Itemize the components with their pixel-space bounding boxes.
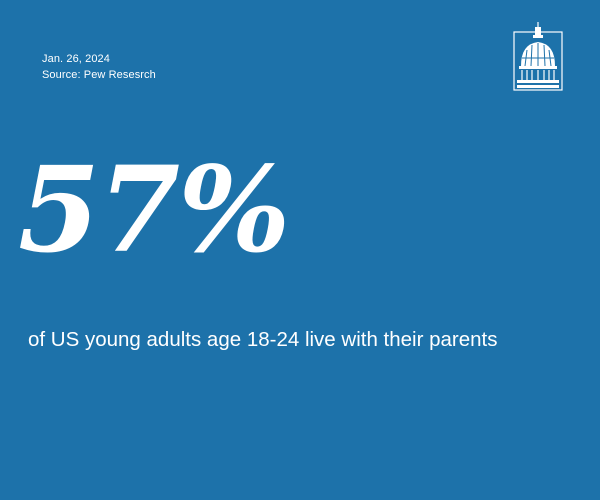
meta-info: Jan. 26, 2024 Source: Pew Resesrch [42, 51, 156, 83]
source-label: Source: Pew Resesrch [42, 69, 156, 81]
date-label: Jan. 26, 2024 [42, 53, 110, 65]
capitol-dome-icon [513, 20, 563, 92]
stat-caption: of US young adults age 18-24 live with t… [28, 328, 498, 351]
stat-value: 57% [18, 140, 290, 279]
